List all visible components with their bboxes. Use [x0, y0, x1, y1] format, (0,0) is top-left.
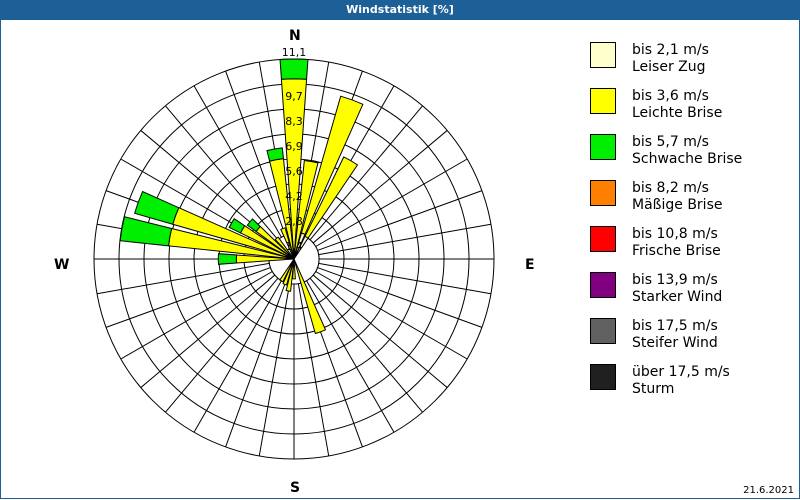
legend-range: bis 5,7 m/s: [632, 134, 709, 150]
date-label: 21.6.2021: [743, 485, 794, 496]
legend-range: bis 13,9 m/s: [632, 272, 718, 288]
legend-swatch: [590, 88, 616, 114]
svg-text:8,3: 8,3: [285, 115, 303, 128]
direction-east: E: [525, 257, 535, 273]
legend-range: bis 2,1 m/s: [632, 42, 709, 58]
window-title: Windstatistik [%]: [0, 0, 800, 20]
legend-name: Steifer Wind: [632, 335, 718, 351]
legend-range: bis 8,2 m/s: [632, 180, 709, 196]
direction-west: W: [54, 257, 70, 273]
legend-range: bis 3,6 m/s: [632, 88, 709, 104]
legend-range: bis 17,5 m/s: [632, 318, 718, 334]
svg-text:6,9: 6,9: [285, 140, 303, 153]
svg-text:1,4: 1,4: [285, 240, 303, 253]
legend-swatch: [590, 318, 616, 344]
svg-text:2,8: 2,8: [285, 215, 303, 228]
legend-swatch: [590, 180, 616, 206]
legend-name: Starker Wind: [632, 289, 723, 305]
direction-north: N: [289, 28, 301, 44]
legend-name: Frische Brise: [632, 243, 721, 259]
legend-name: Leiser Zug: [632, 59, 706, 75]
legend-name: Schwache Brise: [632, 151, 743, 167]
legend-swatch: [590, 226, 616, 252]
legend-name: Leichte Brise: [632, 105, 723, 121]
legend-swatch: [590, 42, 616, 68]
svg-text:9,7: 9,7: [285, 90, 303, 103]
svg-text:5,6: 5,6: [285, 165, 303, 178]
svg-text:11,1: 11,1: [282, 46, 307, 59]
legend-swatch: [590, 272, 616, 298]
legend-swatch: [590, 134, 616, 160]
legend-range: über 17,5 m/s: [632, 364, 730, 380]
legend-name: Mäßige Brise: [632, 197, 723, 213]
legend-swatch: [590, 364, 616, 390]
svg-text:4,2: 4,2: [285, 190, 303, 203]
legend-range: bis 10,8 m/s: [632, 226, 718, 242]
legend-name: Sturm: [632, 381, 675, 397]
direction-south: S: [290, 480, 301, 496]
